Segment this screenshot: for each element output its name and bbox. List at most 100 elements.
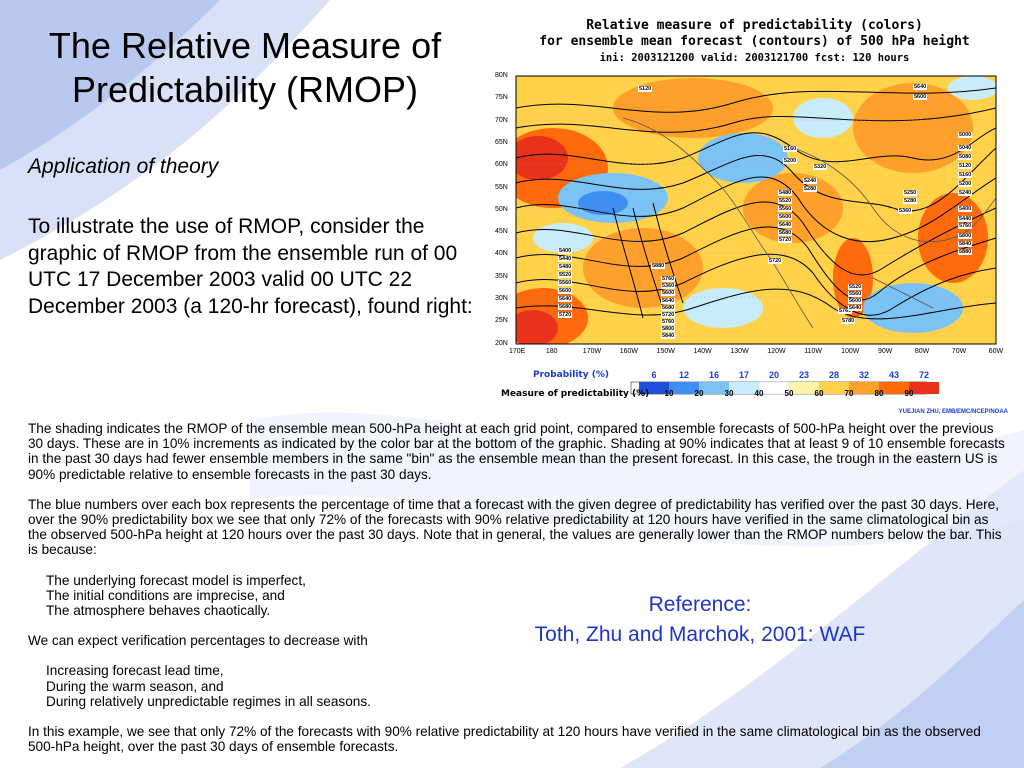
probability-value: 43 <box>888 370 899 380</box>
contour-label: 5240 <box>958 190 973 196</box>
longitude-label: 60W <box>988 348 1004 355</box>
measure-value: 50 <box>784 389 794 398</box>
contour-label: 5880 <box>958 249 973 255</box>
contour-label: 5720 <box>661 312 676 318</box>
body-text: The shading indicates the RMOP of the en… <box>28 421 1008 754</box>
latitude-label: 80N <box>495 72 508 79</box>
measure-value: 80 <box>874 389 884 398</box>
contour-label: 5600 <box>778 214 793 220</box>
contour-label: 5640 <box>778 222 793 228</box>
latitude-label: 65N <box>495 138 508 146</box>
probability-value: 20 <box>768 370 779 380</box>
contour-label: 5640 <box>558 296 573 302</box>
contour-label: 5780 <box>841 318 856 324</box>
reference-heading: Reference: <box>648 593 752 616</box>
reason-item: The initial conditions are imprecise, an… <box>46 587 285 603</box>
contour-label: 5520 <box>558 272 573 278</box>
decrease-item: During relatively unpredictable regimes … <box>46 693 371 709</box>
predictability-shading <box>516 76 996 344</box>
latitude-label: 30N <box>495 295 508 302</box>
contour-label: 5880 <box>651 263 666 269</box>
measure-value: 60 <box>814 389 824 398</box>
probability-value: 28 <box>828 370 839 380</box>
contour-label: 5400 <box>958 206 973 212</box>
latitude-label: 20N <box>495 339 508 347</box>
measure-label: Measure of predictability (%) <box>501 389 650 399</box>
paragraph-decrease: We can expect verification percentages t… <box>28 633 368 649</box>
latitude-label: 70N <box>495 116 508 124</box>
longitude-label: 170E <box>509 348 526 355</box>
longitude-label: 80W <box>914 348 930 355</box>
rmop-map-figure: Relative measure of predictability (colo… <box>493 8 1016 418</box>
latitude-label: 25N <box>495 317 508 325</box>
longitude-label: 90W <box>878 348 893 355</box>
contour-label: 5250 <box>903 190 918 196</box>
probability-value: 32 <box>858 370 869 380</box>
contour-label: 5520 <box>778 198 793 204</box>
latitude-label: 40N <box>495 250 508 258</box>
contour-label: 5600 <box>913 94 928 100</box>
contour-label: 5240 <box>803 178 818 184</box>
colorbar <box>630 381 939 395</box>
contour-label: 5800 <box>661 326 676 332</box>
slide-title: The Relative Measure of Predictability (… <box>48 25 442 110</box>
longitude-label: 110W <box>804 348 822 355</box>
contour-label: 5840 <box>958 241 973 247</box>
latitude-label: 60N <box>495 161 508 169</box>
probability-value: 16 <box>708 370 719 380</box>
contour-label: 5560 <box>848 291 863 297</box>
contour-label: 5480 <box>558 264 573 270</box>
contour-label: 5080 <box>958 154 973 160</box>
intro-paragraph: To illustrate the use of RMOP, consider … <box>28 215 473 318</box>
contour-label: 5640 <box>848 305 863 311</box>
contour-label: 5040 <box>958 145 973 151</box>
reason-item: The atmosphere behaves chaotically. <box>46 603 271 619</box>
measure-value: 90 <box>904 389 914 398</box>
contour-label: 5640 <box>661 298 676 304</box>
contour-label: 5200 <box>958 181 973 187</box>
contour-label: 5360 <box>661 283 676 289</box>
latitude-label: 35N <box>495 272 508 280</box>
map-title-line1: Relative measure of predictability (colo… <box>586 18 923 33</box>
contour-label: 5160 <box>958 172 973 178</box>
contour-label: 5560 <box>778 206 793 212</box>
contour-label: 5760 <box>661 276 676 282</box>
map-title-line3: ini: 2003121200 valid: 2003121700 fcst: … <box>599 52 910 64</box>
longitude-label: 150W <box>656 348 675 355</box>
contour-label: 5600 <box>848 298 863 304</box>
contour-label: 5280 <box>903 198 918 204</box>
measure-value: 30 <box>724 389 734 398</box>
contour-label: 5320 <box>813 164 828 170</box>
decrease-item: Increasing forecast lead time, <box>46 663 224 679</box>
contour-label: 5120 <box>638 86 653 92</box>
subtitle: Application of theory <box>28 155 219 178</box>
contour-label: 5720 <box>778 237 793 243</box>
longitude-label: 70W <box>951 348 967 355</box>
contour-label: 5280 <box>803 186 818 192</box>
latitude-label: 45N <box>495 228 508 236</box>
probability-label: Probability (%) <box>533 370 609 380</box>
contour-label: 5360 <box>898 208 913 214</box>
paragraph-example: In this example, we see that only 72% of… <box>28 724 981 755</box>
contour-label: 5720 <box>558 312 573 318</box>
reference-citation: Toth, Zhu and Marchok, 2001: WAF <box>534 623 866 646</box>
latitude-label: 55N <box>495 183 508 191</box>
contour-label: 5640 <box>913 84 928 90</box>
contour-label: 5160 <box>783 146 798 152</box>
contour-label: 5840 <box>661 333 676 339</box>
contour-label: 5800 <box>958 233 973 239</box>
contour-label: 5760 <box>661 319 676 325</box>
contour-label: 5720 <box>768 258 783 264</box>
contour-label: 5480 <box>778 190 793 196</box>
longitude-label: 160W <box>619 348 638 355</box>
longitude-label: 130W <box>730 348 749 355</box>
contour-label: 5200 <box>783 158 798 164</box>
measure-value: 20 <box>694 389 704 398</box>
contour-label: 5520 <box>848 284 863 290</box>
map-title: Relative measure of predictability (colo… <box>493 18 1016 66</box>
contour-label: 5560 <box>558 280 573 286</box>
contour-label: 5120 <box>958 163 973 169</box>
rmop-map <box>515 75 997 395</box>
contour-label: 5680 <box>558 304 573 310</box>
contour-label: 5600 <box>661 290 676 296</box>
